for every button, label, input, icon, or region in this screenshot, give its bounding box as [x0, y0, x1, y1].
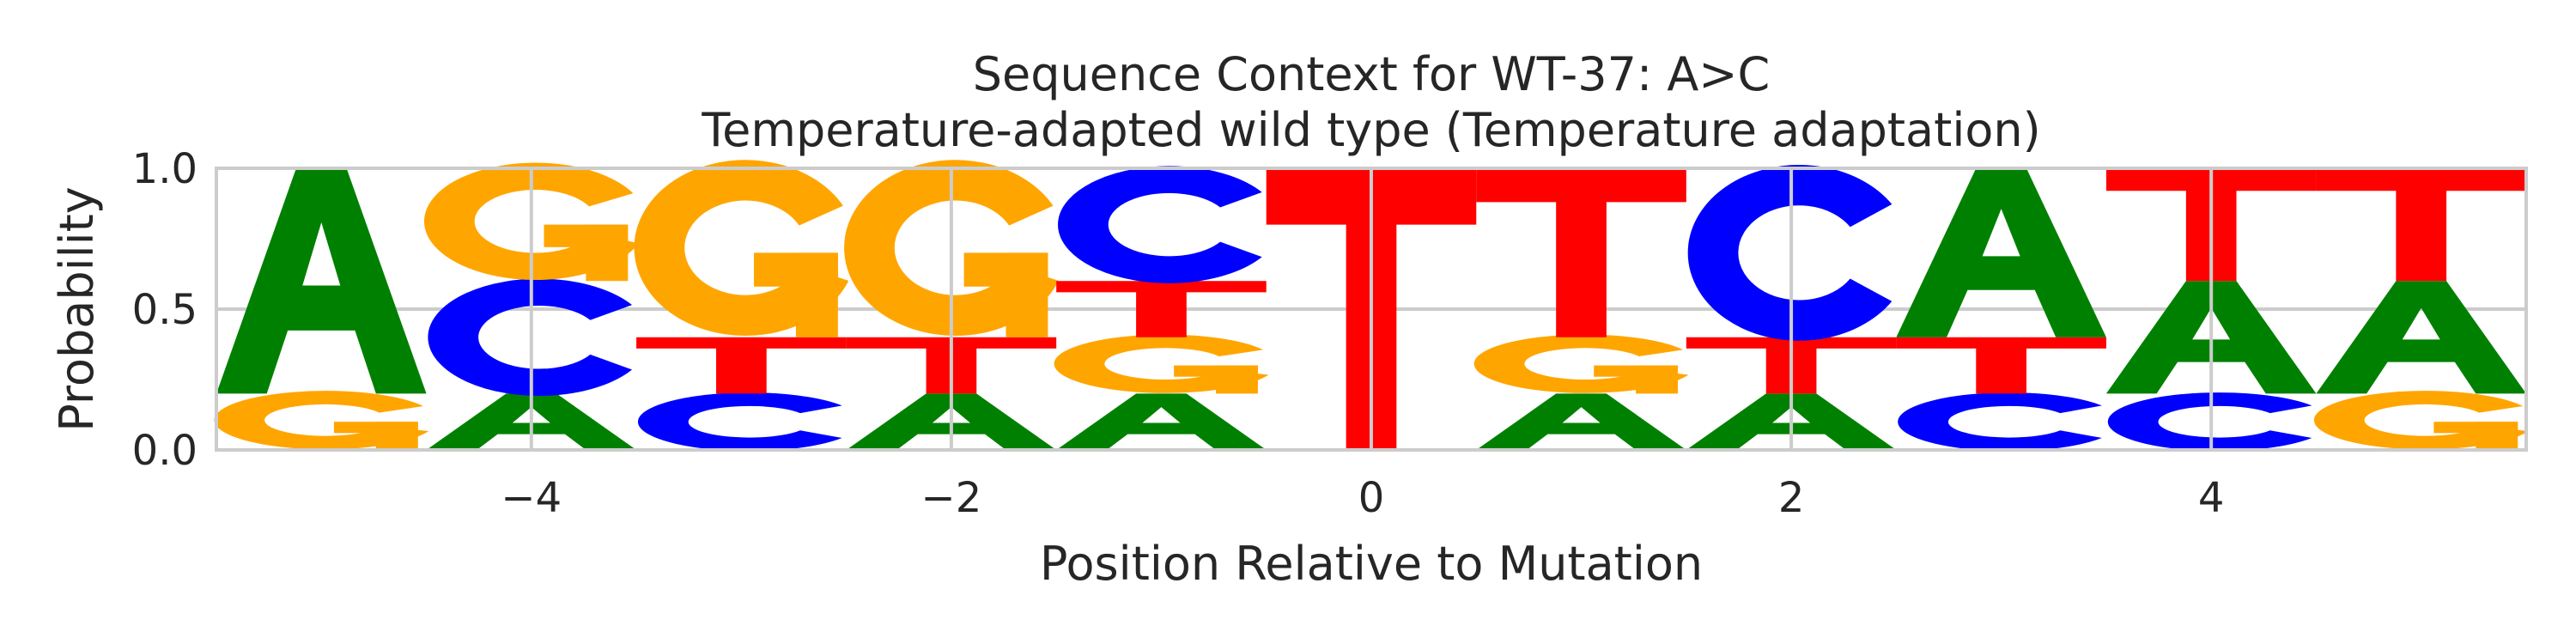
x-axis-label: Position Relative to Mutation: [1040, 537, 1703, 591]
y-tick-label: 0.5: [132, 286, 197, 334]
logo-letter-C-pos--4: [428, 278, 633, 397]
logo-letter-G-pos--2: [844, 160, 1059, 337]
x-tick-label: 4: [2198, 474, 2225, 522]
logo-letter-T-pos--1: [1056, 281, 1267, 337]
logo-letter-G-pos-5: [2313, 391, 2529, 450]
logo-letter-A-pos-1: [1476, 393, 1686, 450]
logo-letter-C-pos-4: [2107, 392, 2312, 452]
logo-letter-C-pos-2: [1687, 165, 1893, 341]
logo-letter-C-pos--3: [638, 392, 842, 452]
logo-letter-A-pos-4: [2105, 281, 2317, 394]
logo-letter-T-pos--3: [636, 337, 847, 394]
logo-letter-A-pos-2: [1686, 393, 1897, 450]
y-tick-label: 1.0: [132, 145, 197, 193]
plot-frame: [215, 167, 2528, 452]
x-tick-label: 2: [1778, 474, 1805, 522]
y-tick-label: 0.0: [132, 427, 197, 475]
vertical-grid: [529, 168, 2214, 450]
logo-letter-C-pos--1: [1058, 166, 1262, 283]
x-tick-labels: −4 −2 0 2 4: [501, 474, 2224, 522]
logo-letter-A-pos--4: [426, 393, 637, 450]
x-tick-label: −4: [501, 474, 562, 522]
x-tick-label: 0: [1358, 474, 1385, 522]
logo-letter-T-pos-5: [2316, 168, 2526, 282]
logo-letter-A-pos--2: [846, 393, 1057, 450]
logo-letter-T-pos-1: [1476, 168, 1686, 337]
logo-letter-A-pos-5: [2316, 281, 2526, 394]
logo-letter-A-pos--5: [216, 168, 427, 394]
logo-letter-G-pos--4: [424, 162, 639, 282]
logo-letter-G-pos--5: [214, 391, 429, 450]
chart-subtitle: Temperature-adapted wild type (Temperatu…: [701, 103, 2040, 157]
x-tick-label: −2: [921, 474, 982, 522]
chart-title: Sequence Context for WT-37: A>C: [973, 47, 1771, 101]
logo-letter-A-pos-3: [1896, 168, 2106, 337]
logo-letter-G-pos--3: [634, 160, 849, 337]
y-tick-labels: 0.0 0.5 1.0: [132, 145, 197, 475]
logo-letter-C-pos-3: [1898, 392, 2102, 452]
logo-letter-G-pos-1: [1473, 334, 1689, 394]
logo-letter-T-pos-3: [1896, 337, 2106, 394]
logo-letter-G-pos--1: [1054, 334, 1269, 394]
logo-letter-A-pos--1: [1056, 393, 1267, 450]
y-axis-label: Probability: [50, 186, 104, 431]
